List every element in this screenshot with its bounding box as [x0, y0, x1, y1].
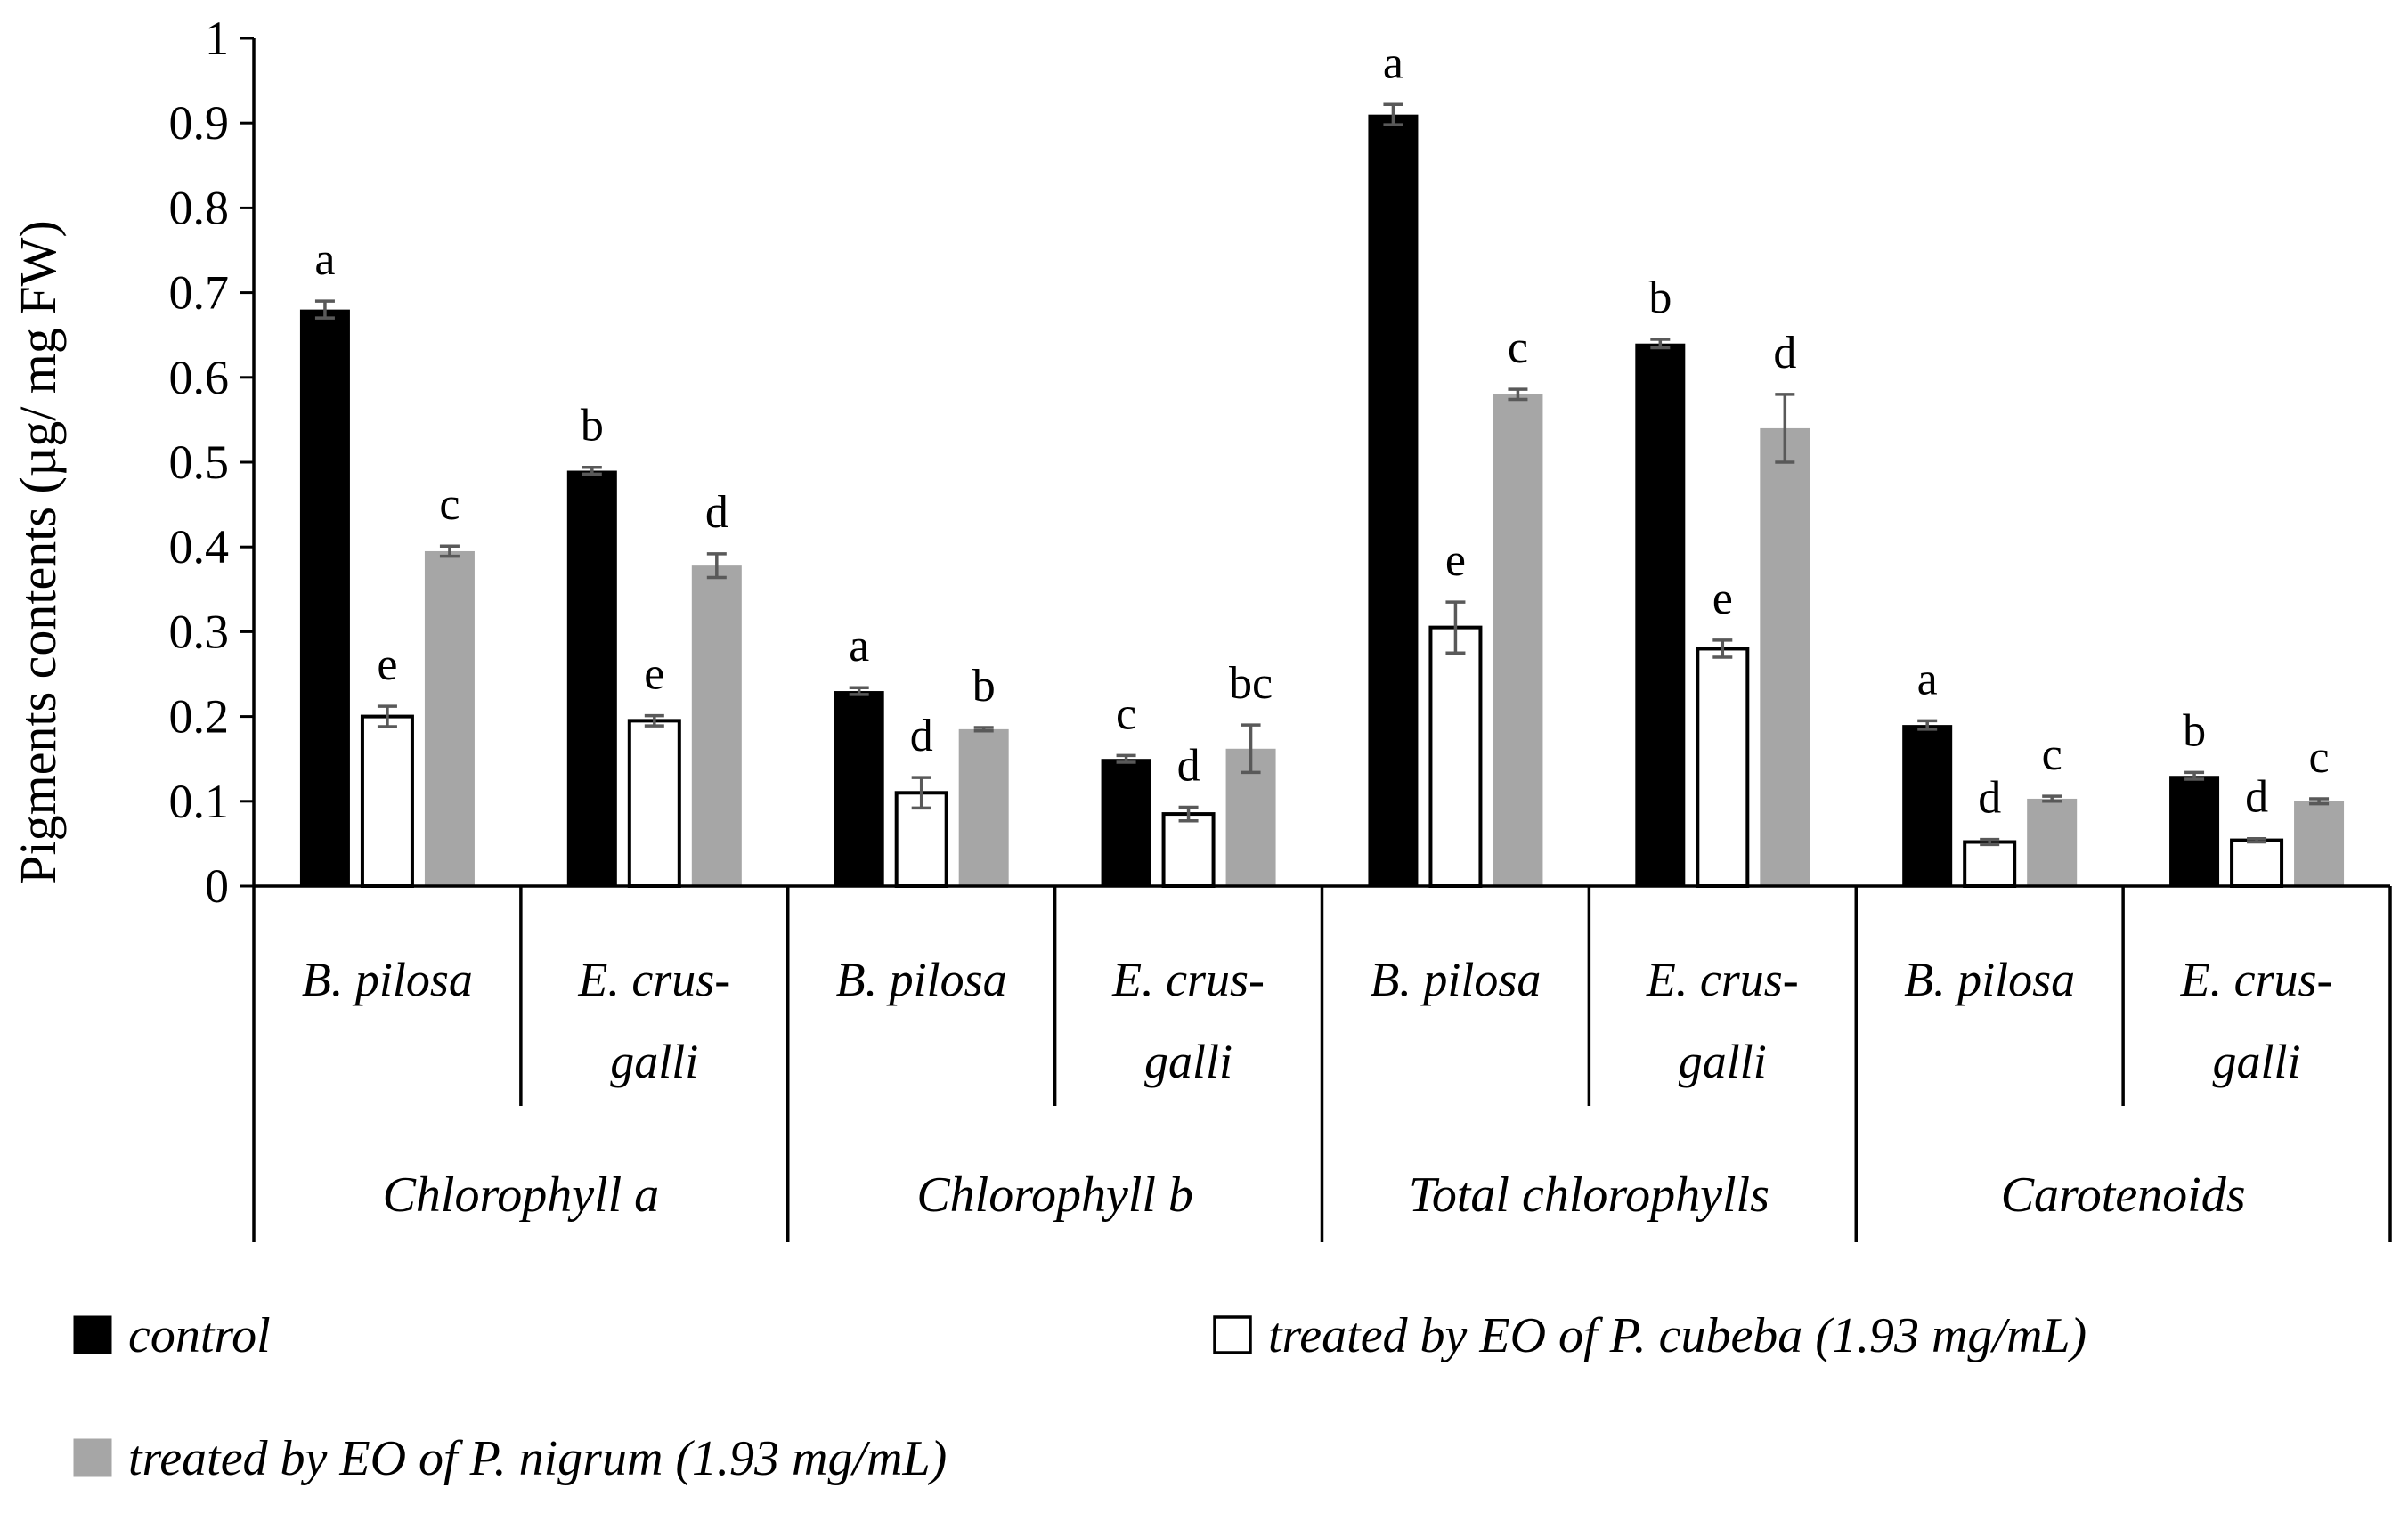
- significance-label: c: [2042, 729, 2062, 780]
- significance-label: e: [1712, 573, 1733, 624]
- y-tick-label: 0.8: [169, 181, 230, 234]
- legend-swatch-nigrum: [73, 1438, 112, 1477]
- y-tick-label: 0.7: [169, 266, 230, 320]
- significance-label: d: [1978, 773, 2001, 824]
- significance-label: d: [910, 711, 933, 761]
- legend-label-control: control: [128, 1308, 271, 1363]
- bar-cubeba: [2230, 838, 2284, 888]
- y-tick-label: 0: [205, 859, 229, 913]
- bar-nigrum: [691, 565, 742, 886]
- species-label: B. pilosa: [836, 953, 1007, 1006]
- significance-label: c: [2309, 732, 2330, 783]
- y-axis-title: Pigments contents (µg/ mg FW): [9, 220, 67, 883]
- significance-label: a: [1383, 37, 1403, 88]
- significance-label: d: [2245, 772, 2268, 823]
- legend-label-cubeba: treated by EO of P. cubeba (1.93 mg/mL): [1268, 1308, 2087, 1363]
- bar-cubeba: [1161, 812, 1216, 889]
- species-label: galli: [1144, 1035, 1232, 1088]
- y-tick-label: 0.1: [169, 775, 230, 828]
- bar-nigrum: [2294, 801, 2345, 886]
- significance-label: bc: [1229, 658, 1273, 709]
- bar-cubeba: [627, 719, 681, 888]
- bar-control: [1635, 343, 1686, 887]
- group-label: Total chlorophylls: [1409, 1167, 1769, 1223]
- legend: control treated by EO of P. cubeba (1.93…: [73, 1308, 2087, 1486]
- species-label: B. pilosa: [1370, 953, 1541, 1006]
- bar-control: [2169, 776, 2220, 886]
- species-label: E. crus-: [577, 953, 730, 1006]
- y-tick-label: 0.4: [169, 520, 230, 573]
- group-label: Chlorophyll b: [916, 1167, 1193, 1223]
- species-label: E. crus-: [2180, 953, 2333, 1006]
- species-label: galli: [1679, 1035, 1767, 1088]
- significance-label: c: [1508, 322, 1528, 373]
- significance-label: d: [1177, 740, 1200, 791]
- group-label: Carotenoids: [2001, 1167, 2246, 1223]
- significance-label: b: [581, 401, 604, 451]
- bar-cubeba: [1963, 840, 2017, 888]
- y-tick-label: 1: [205, 12, 229, 65]
- significance-label: b: [1648, 272, 1672, 323]
- y-axis-label: Pigments contents (µg/ mg FW): [9, 220, 67, 883]
- bar-nigrum: [1760, 427, 1810, 886]
- group-label: Chlorophyll a: [383, 1167, 660, 1223]
- significance-label: a: [849, 621, 869, 671]
- significance-label: c: [1116, 688, 1136, 739]
- legend-swatch-cubeba: [1213, 1315, 1252, 1354]
- bar-nigrum: [1493, 394, 1543, 887]
- bar-control: [1368, 114, 1419, 886]
- bar-control: [1902, 725, 1953, 886]
- bar-nigrum: [2027, 798, 2078, 886]
- y-tick-label: 0.5: [169, 435, 230, 489]
- significance-label: e: [1445, 535, 1466, 586]
- bar-control: [566, 470, 617, 886]
- species-label: galli: [2213, 1035, 2301, 1088]
- significance-label: e: [377, 639, 397, 690]
- significance-label: c: [439, 479, 460, 530]
- significance-label: b: [2183, 705, 2206, 756]
- y-tick-label: 0.2: [169, 690, 230, 744]
- species-label: E. crus-: [1646, 953, 1799, 1006]
- bar-cubeba: [1428, 625, 1483, 888]
- legend-label-nigrum: treated by EO of P. nigrum (1.93 mg/mL): [128, 1431, 947, 1486]
- bar-cubeba: [360, 714, 414, 888]
- legend-swatch-control: [73, 1315, 112, 1354]
- bar-cubeba: [1696, 647, 1750, 888]
- y-tick-label: 0.9: [169, 96, 230, 150]
- bar-control: [834, 691, 884, 886]
- y-tick-label: 0.3: [169, 605, 230, 658]
- significance-label: e: [644, 649, 664, 700]
- significance-label: b: [972, 661, 996, 712]
- significance-label: a: [1917, 654, 1938, 704]
- significance-label: a: [314, 234, 335, 285]
- bar-control: [1101, 759, 1151, 886]
- species-label: B. pilosa: [1904, 953, 2075, 1006]
- y-tick-label: 0.6: [169, 351, 230, 404]
- significance-label: d: [1773, 328, 1796, 378]
- significance-label: d: [705, 487, 728, 538]
- bar-nigrum: [958, 728, 1009, 886]
- species-label: B. pilosa: [302, 953, 473, 1006]
- bar-control: [299, 309, 350, 886]
- species-label: E. crus-: [1111, 953, 1265, 1006]
- species-label: galli: [610, 1035, 698, 1088]
- bar-nigrum: [424, 550, 475, 886]
